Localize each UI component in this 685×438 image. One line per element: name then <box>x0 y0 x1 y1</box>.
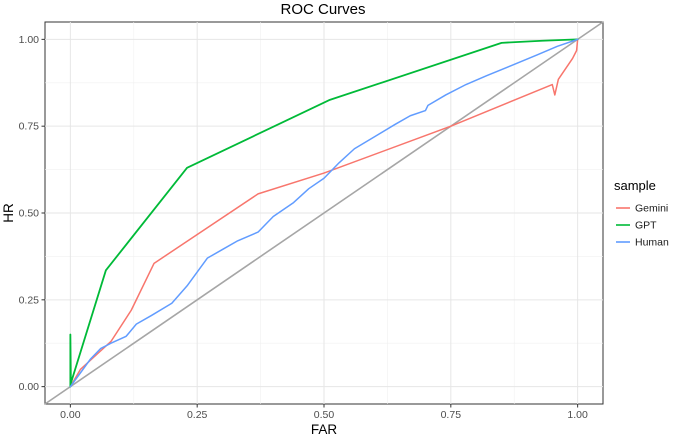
chart-title: ROC Curves <box>280 1 365 18</box>
y-tick-label: 0.00 <box>19 381 40 393</box>
x-tick-label: 0.50 <box>314 409 335 421</box>
x-tick-label: 0.00 <box>60 409 81 421</box>
axis-ticks: 0.00 0.25 0.50 0.75 1.00 0.00 0.25 0.50 0.75 1.00 <box>19 34 588 421</box>
y-tick-label: 0.25 <box>19 294 40 306</box>
y-tick-label: 0.75 <box>19 121 40 133</box>
legend-label-human: Human <box>635 237 669 249</box>
legend-label-gpt: GPT <box>635 220 657 232</box>
series-line-human <box>69 38 579 388</box>
chance-diagonal-line <box>44 21 604 405</box>
grid-lines <box>45 22 603 404</box>
x-axis-title: FAR <box>311 422 338 437</box>
series-line-gemini <box>69 38 579 388</box>
series-lines <box>69 38 579 388</box>
legend-label-gemini: Gemini <box>635 203 668 215</box>
y-tick-label: 1.00 <box>19 34 40 46</box>
diagonal-reference-line <box>44 21 604 405</box>
x-tick-label: 0.75 <box>441 409 462 421</box>
y-axis-title: HR <box>1 203 16 223</box>
legend-title: sample <box>614 178 656 193</box>
x-tick-label: 1.00 <box>567 409 588 421</box>
series-line-gpt <box>69 38 579 388</box>
x-tick-label: 0.25 <box>187 409 208 421</box>
y-tick-label: 0.50 <box>19 208 40 220</box>
legend: sample Gemini GPT Human <box>614 178 669 249</box>
